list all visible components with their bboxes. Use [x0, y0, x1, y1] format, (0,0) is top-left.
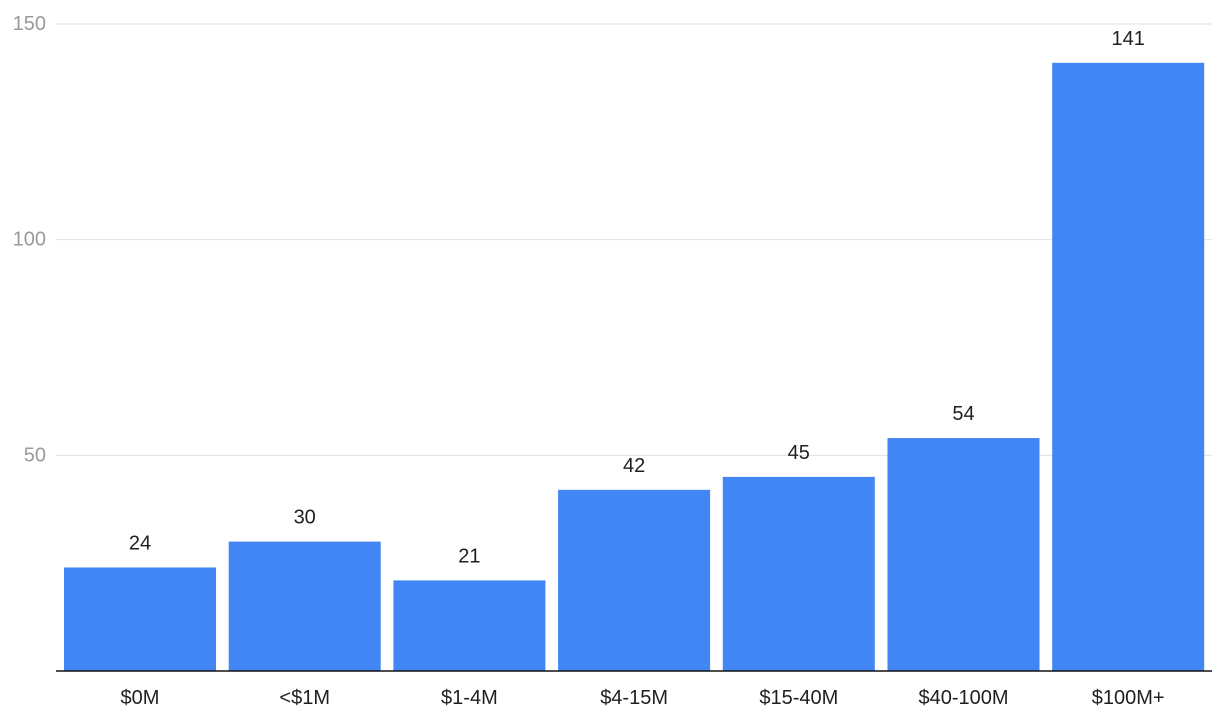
x-tick-label: <$1M	[279, 687, 330, 709]
gridlines	[56, 23, 1212, 456]
data-label: 141	[1112, 28, 1145, 50]
x-axis-ticks: $0M <$1M $1-4M $4-15M $15-40M $40-100M $100M+	[121, 687, 1165, 709]
data-label: 24	[129, 532, 151, 554]
y-tick-label: 100	[13, 229, 46, 251]
x-tick-label: $1-4M	[441, 687, 498, 709]
bar-7	[1052, 62, 1205, 671]
data-label: 45	[788, 442, 810, 464]
data-label: 54	[952, 403, 974, 425]
y-axis-ticks: 50 100 150	[13, 13, 46, 466]
data-label: 21	[458, 545, 480, 567]
x-tick-label: $40-100M	[918, 687, 1008, 709]
data-label: 42	[623, 455, 645, 477]
data-labels: 24 30 21 42 45 54 141	[129, 28, 1145, 568]
x-tick-label: $4-15M	[600, 687, 668, 709]
data-label: 30	[294, 507, 316, 529]
bars	[64, 62, 1205, 671]
bar-1	[64, 567, 216, 671]
x-tick-label: $0M	[121, 687, 160, 709]
bar-4	[558, 489, 711, 671]
x-tick-label: $100M+	[1092, 687, 1165, 709]
bar-5	[722, 476, 875, 671]
x-tick-label: $15-40M	[759, 687, 838, 709]
y-tick-label: 50	[24, 444, 46, 466]
bar-3	[393, 580, 546, 671]
bar-2	[228, 541, 381, 671]
bar-6	[887, 438, 1040, 671]
y-tick-label: 150	[13, 13, 46, 35]
